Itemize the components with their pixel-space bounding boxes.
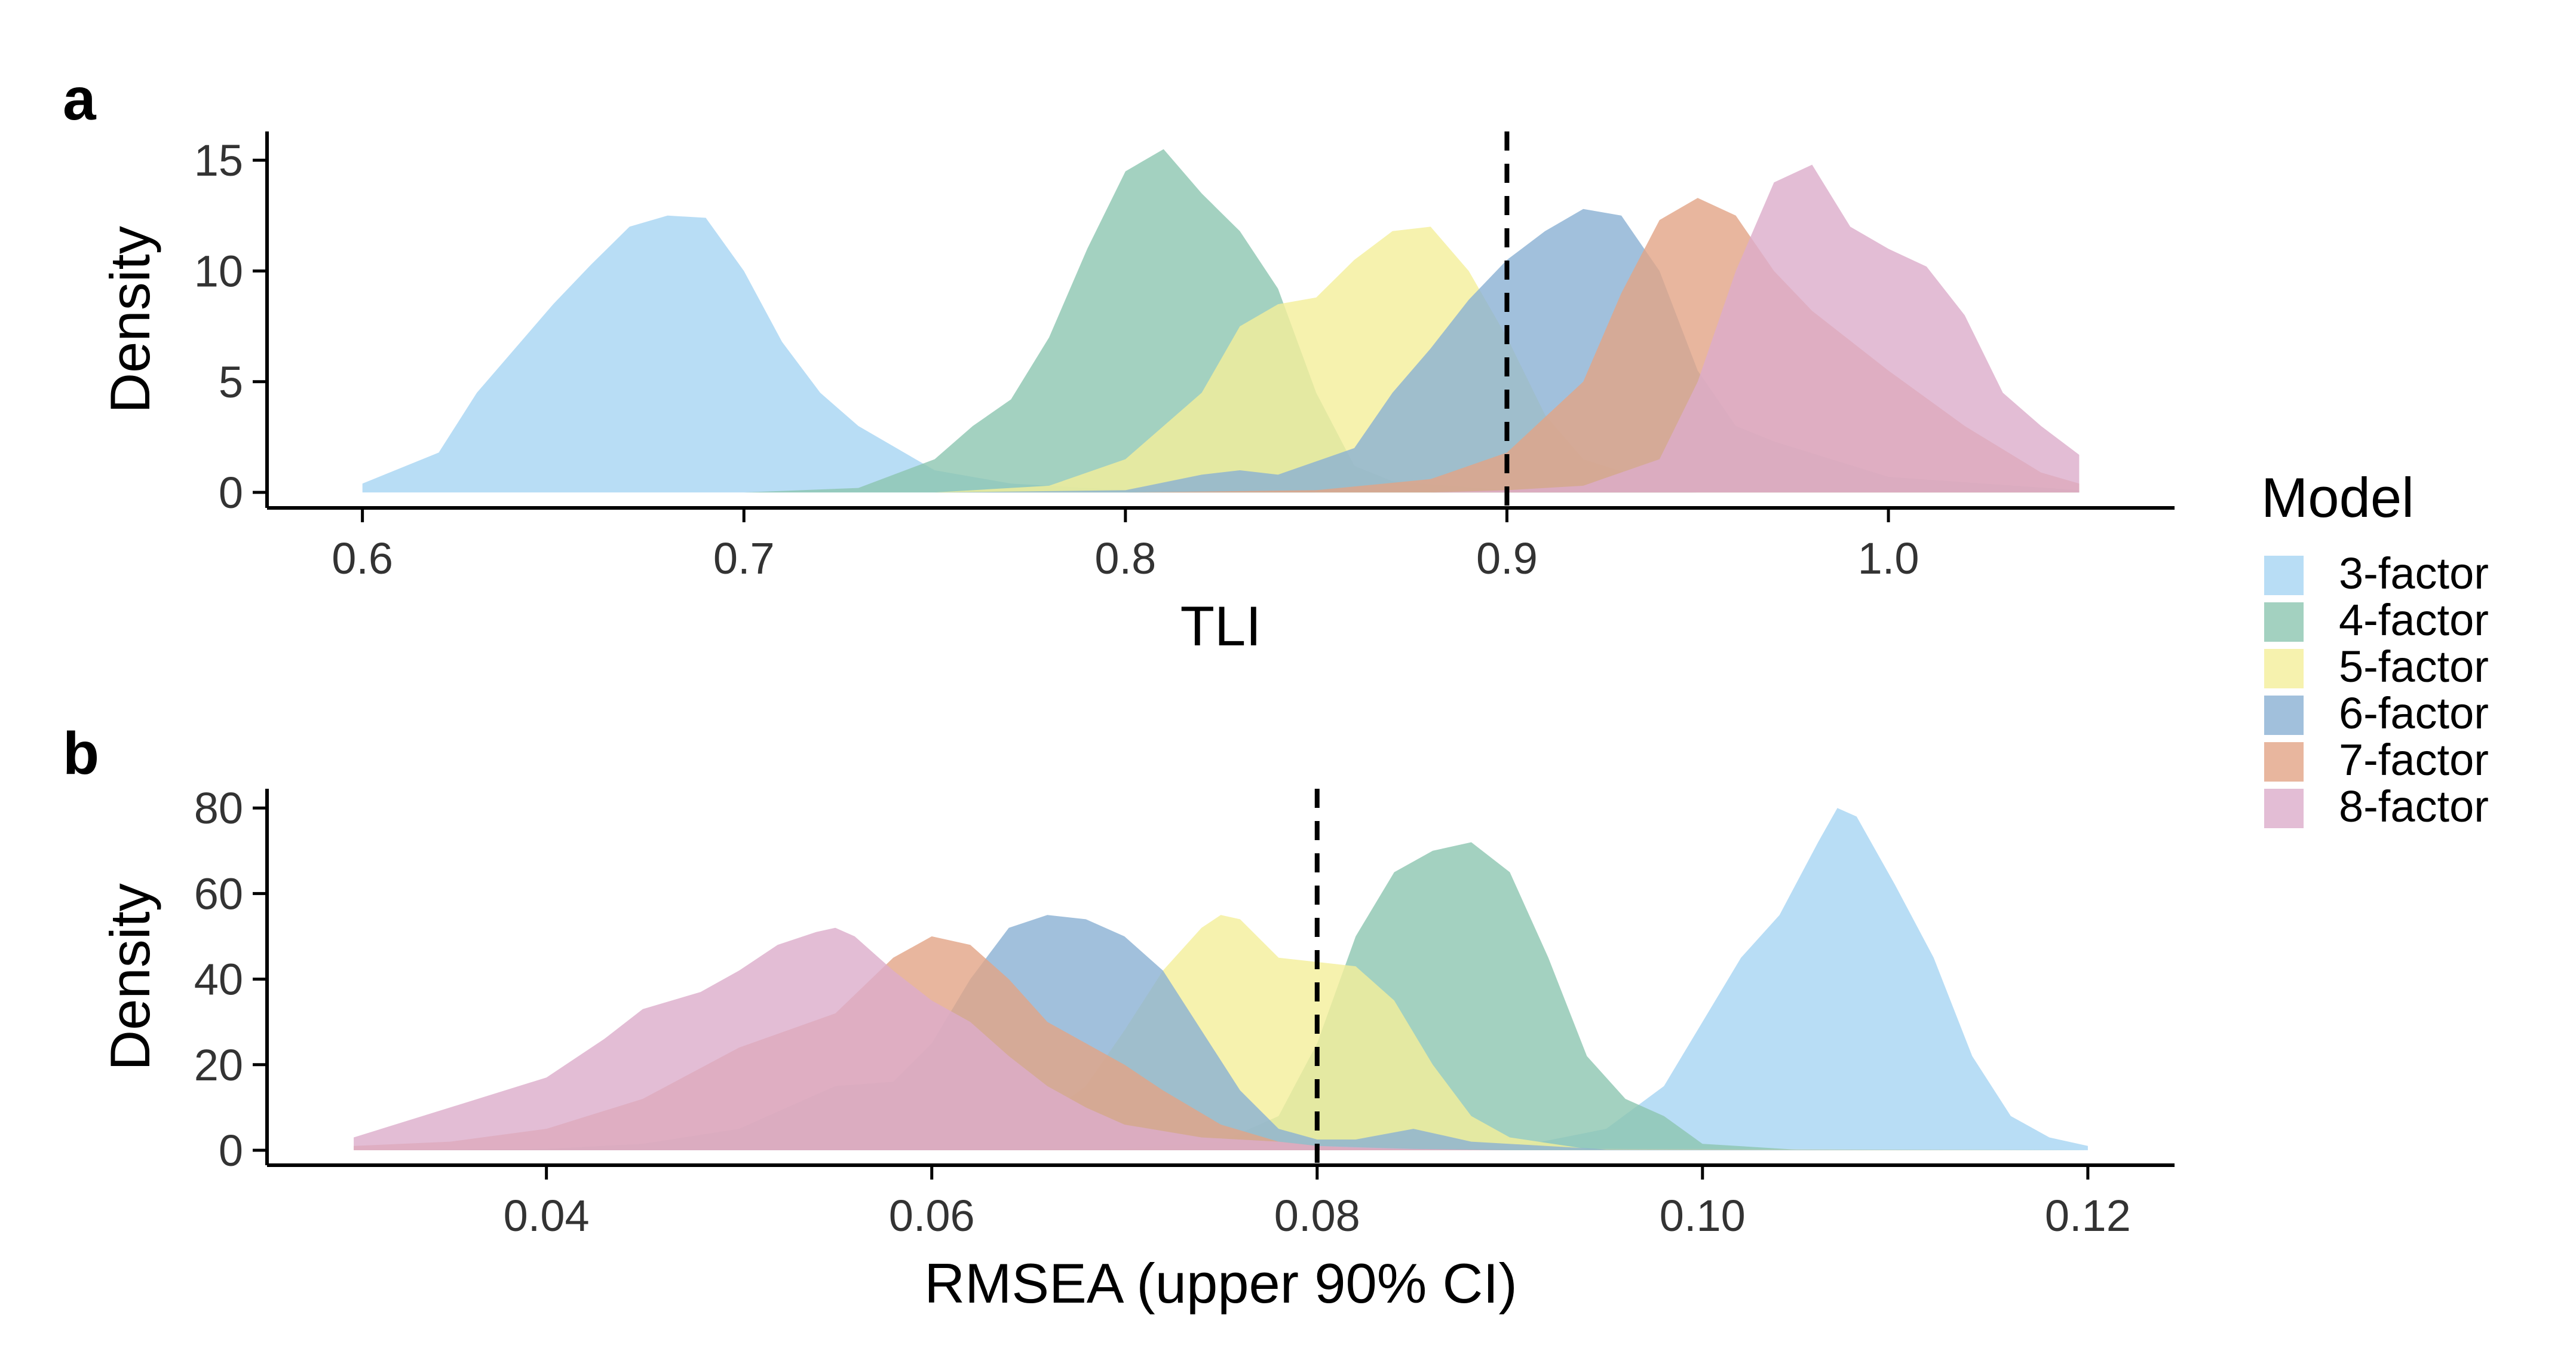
x-axis-title-b: RMSEA (upper 90% CI) [924,1252,1517,1315]
y-tick-label-b: 80 [194,783,243,833]
density-area-a-7-factor [362,198,2080,493]
y-axis-title-a: Density [99,226,161,413]
x-tick-label-a: 1.0 [1858,534,1919,583]
density-area-b-8-factor [354,927,2088,1150]
density-area-b-6-factor [354,915,2088,1150]
chart-panel-b: 0.04 0.06 0.08 0.10 0.12 0 20 40 60 80 RMSEA (uppe… [99,783,2175,1315]
legend-label-6-factor: 6-factor [2339,688,2489,738]
density-area-a-3-factor [362,215,2080,493]
legend-swatch-7-factor [2264,742,2304,782]
x-tick-label-b: 0.12 [2045,1191,2131,1240]
y-tick-label-a: 10 [194,246,243,296]
y-tick-label-a: 0 [219,468,243,517]
legend-swatch-4-factor [2264,602,2304,642]
density-area-a-8-factor [362,164,2080,493]
x-tick-label-a: 0.9 [1476,534,1538,583]
panel-label-a: a [63,66,97,133]
legend-swatch-5-factor [2264,649,2304,688]
legend-label-5-factor: 5-factor [2339,642,2489,691]
legend-label-7-factor: 7-factor [2339,735,2489,785]
y-tick-label-b: 0 [219,1126,243,1175]
y-tick-label-b: 60 [194,869,243,918]
legend-items: 3-factor4-factor5-factor6-factor7-factor… [2264,549,2489,831]
x-tick-label-b: 0.10 [1660,1191,1746,1240]
panel-label-b: b [63,720,99,787]
x-axis-title-a: TLI [1180,595,1262,657]
x-tick-label-a: 0.6 [332,534,393,583]
x-tick-label-a: 0.8 [1094,534,1156,583]
y-axis-title-b: Density [99,883,161,1070]
y-tick-label-a: 5 [219,357,243,407]
density-area-b-3-factor [354,808,2088,1150]
legend-label-8-factor: 8-factor [2339,782,2489,831]
legend: Model 3-factor4-factor5-factor6-factor7-… [2261,466,2489,831]
x-tick-label-b: 0.04 [504,1191,590,1240]
y-tick-label-b: 40 [194,955,243,1004]
density-area-a-4-factor [362,149,2080,493]
density-area-a-5-factor [362,226,2080,493]
legend-swatch-8-factor [2264,789,2304,828]
x-tick-label-b: 0.08 [1274,1191,1360,1240]
legend-label-3-factor: 3-factor [2339,549,2489,598]
x-tick-label-b: 0.06 [889,1191,975,1240]
chart-panel-a: 0.6 0.7 0.8 0.9 1.0 0 5 10 15 TLI Density [99,131,2175,657]
legend-swatch-3-factor [2264,556,2304,595]
legend-title: Model [2261,466,2414,529]
density-area-b-5-factor [354,915,2088,1150]
y-tick-label-a: 15 [194,136,243,185]
x-tick-label-a: 0.7 [713,534,775,583]
legend-swatch-6-factor [2264,696,2304,735]
legend-label-4-factor: 4-factor [2339,595,2489,645]
y-tick-label-b: 20 [194,1040,243,1090]
